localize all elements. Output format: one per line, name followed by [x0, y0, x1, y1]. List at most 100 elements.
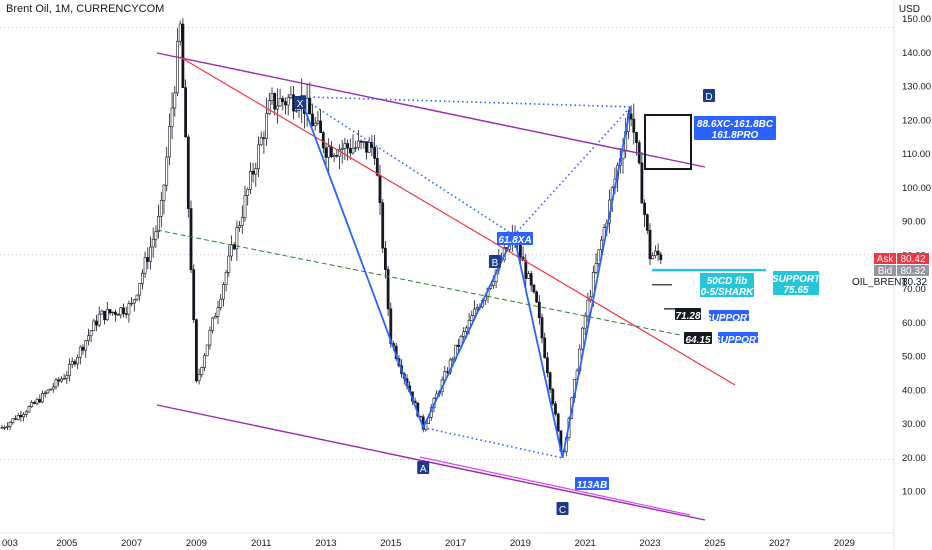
candle-body [216, 307, 220, 317]
candle-body [599, 239, 603, 251]
y-tick-label: 60.00 [902, 318, 926, 329]
label-a-bg [417, 461, 430, 474]
candle-body [227, 255, 231, 273]
candle-body [340, 148, 344, 150]
candle-body [464, 327, 468, 332]
candle-body [3, 426, 7, 429]
candle-body [213, 316, 217, 319]
candle-body [527, 273, 530, 279]
x-tick-label: 2023 [639, 538, 660, 549]
candle-body [278, 98, 282, 107]
label-c-bg [556, 502, 569, 515]
candle-body [27, 406, 31, 413]
candle-body [351, 147, 355, 154]
candle-body [149, 246, 152, 262]
candle-body [348, 147, 352, 154]
x-tick-label: 2027 [769, 538, 790, 549]
candle-body [205, 344, 209, 357]
label-support-1-bg [709, 310, 749, 321]
label-support-main: 75.65 [783, 285, 808, 296]
y-tick-label: 30.00 [902, 419, 926, 430]
lower-channel-line-2 [419, 456, 691, 516]
label-d: D [705, 92, 712, 103]
candle-body [635, 132, 638, 143]
candle-body [632, 118, 636, 133]
candle-body [356, 140, 360, 148]
candle-body [51, 386, 55, 390]
candle-body [267, 100, 271, 114]
trend-lines [156, 52, 766, 521]
candle-body [219, 298, 223, 308]
candle-body [354, 147, 358, 149]
candle-body [238, 225, 242, 228]
candle-body [203, 355, 206, 368]
candle-body [259, 137, 263, 146]
x-tick-label: 2007 [121, 538, 142, 549]
candle-body [168, 126, 171, 158]
x-tick-label: 2005 [56, 538, 77, 549]
candle-body [43, 392, 47, 395]
candle-body [176, 40, 179, 94]
candle-body [467, 320, 471, 329]
candle-body [532, 284, 536, 293]
candle-body [122, 307, 125, 314]
candle-body [462, 331, 466, 337]
y-tick-label: 140.00 [902, 48, 931, 59]
label-support-1-value: 71.28 [675, 311, 700, 322]
candle-body [389, 308, 393, 344]
candle-body [38, 399, 42, 403]
ask-tag-bg [874, 253, 896, 264]
candle-body [195, 319, 198, 382]
candle-body [257, 144, 260, 170]
label-ab: 113AB [577, 480, 607, 491]
candle-body [265, 113, 269, 139]
x-tick-label: 2021 [575, 538, 596, 549]
red-trendline [179, 56, 736, 386]
candle-body [586, 299, 590, 317]
bid-value: 80.32 [900, 266, 925, 277]
label-support-main: SUPPORT [772, 274, 821, 285]
candle-body [284, 101, 287, 106]
candle-body [92, 320, 96, 332]
candle-body [41, 393, 44, 403]
ac-dotted [423, 426, 563, 459]
candle-body [97, 313, 101, 326]
candle-body [30, 402, 34, 407]
candle-body [529, 273, 533, 286]
candle-body [0, 427, 4, 429]
label-support-1-value-bg [675, 308, 701, 320]
candle-body [138, 283, 142, 296]
candle-body [240, 217, 244, 226]
candle-body [100, 310, 104, 315]
candle-body [46, 389, 50, 394]
candle-body [5, 426, 9, 428]
bid-label: Bid [878, 266, 892, 277]
label-support-2: SUPPORT [714, 335, 763, 346]
y-tick-label: 150.00 [902, 14, 931, 25]
label-support-2-value-bg [684, 332, 712, 344]
label-cd-bg [700, 273, 754, 297]
candle-body [645, 214, 649, 231]
candle-body [346, 143, 350, 149]
upper-channel-line [156, 52, 706, 168]
candle-body [200, 367, 204, 375]
candle-body [386, 269, 390, 310]
xb-dotted [299, 96, 515, 236]
candle-body [173, 92, 177, 109]
candle-body [308, 97, 312, 115]
candle-body [313, 122, 317, 126]
y-tick-label: 10.00 [902, 487, 926, 498]
candle-body [335, 155, 339, 157]
candle-body [186, 136, 190, 209]
candle-body [535, 291, 539, 303]
candle-body [89, 330, 93, 337]
currency-label: USD [898, 4, 920, 15]
label-prz: 161.8PRO [712, 130, 759, 141]
candle-body [367, 141, 371, 153]
x-tick-label: 003 [2, 538, 18, 549]
candle-body [643, 202, 647, 216]
candle-body [456, 344, 460, 347]
candle-body [470, 315, 474, 321]
candle-body [32, 402, 36, 404]
